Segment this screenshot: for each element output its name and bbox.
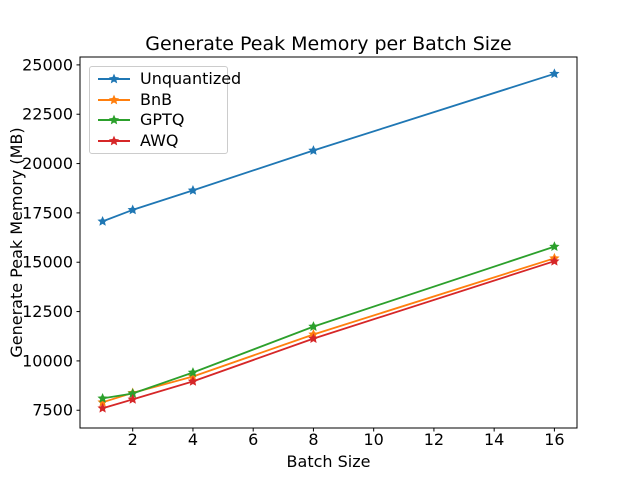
data-point-marker-bnb xyxy=(187,371,199,381)
star-marker-icon xyxy=(108,73,120,84)
y-tick-label: 10000 xyxy=(22,351,73,370)
data-point-marker-unquantized xyxy=(187,185,199,195)
legend-line-sample xyxy=(98,135,130,146)
y-tick-label: 7500 xyxy=(32,401,73,420)
y-tick-label: 20000 xyxy=(22,154,73,173)
legend-item-gptq: GPTQ xyxy=(90,110,227,131)
x-tick-label: 14 xyxy=(484,430,504,449)
y-axis-label: Generate Peak Memory (MB) xyxy=(7,127,26,357)
legend-item-label: GPTQ xyxy=(140,110,185,130)
y-tick-label: 15000 xyxy=(22,253,73,272)
series-line-awq xyxy=(102,260,555,410)
data-point-marker-gptq xyxy=(549,241,560,252)
data-point-marker-gptq xyxy=(127,388,138,398)
legend-item-label: AWQ xyxy=(140,130,179,150)
star-marker-icon xyxy=(108,114,120,125)
y-tick-label: 17500 xyxy=(22,203,73,222)
data-point-marker-unquantized xyxy=(549,68,560,79)
data-point-marker-awq xyxy=(127,393,138,404)
data-point-marker-awq xyxy=(549,255,560,266)
x-tick-label: 16 xyxy=(544,430,564,449)
legend-line-sample xyxy=(98,114,130,125)
data-point-marker-awq xyxy=(97,402,108,413)
data-point-marker-unquantized xyxy=(97,215,108,226)
legend-item-bnb: BnB xyxy=(90,90,227,111)
legend-item-unquantized: Unquantized xyxy=(90,69,241,90)
x-tick-label: 6 xyxy=(248,430,258,449)
legend-item-label: BnB xyxy=(140,89,173,109)
data-point-marker-unquantized xyxy=(127,204,138,215)
data-point-marker-awq xyxy=(308,333,319,343)
data-point-marker-awq xyxy=(187,376,199,386)
legend-line-sample xyxy=(98,73,130,84)
series-line-gptq xyxy=(102,245,555,400)
chart-title: Generate Peak Memory per Batch Size xyxy=(145,33,512,55)
x-tick-label: 4 xyxy=(188,430,198,449)
data-point-marker-bnb xyxy=(97,396,108,407)
plot-border xyxy=(79,56,578,429)
legend-line-sample xyxy=(98,94,130,105)
y-tick-label: 22500 xyxy=(22,105,73,124)
y-tick-label: 12500 xyxy=(22,302,73,321)
plot-area: 2 4 6 8 10 12 14 16 7500 10000 12500 15000 17500 2000… xyxy=(22,55,578,449)
star-marker-icon xyxy=(108,94,120,105)
x-axis-label: Batch Size xyxy=(287,452,371,471)
star-marker-icon xyxy=(108,135,120,146)
x-tick-label: 2 xyxy=(128,430,138,449)
data-point-marker-gptq xyxy=(97,393,108,403)
legend: Unquantized BnB GPTQ AWQ xyxy=(89,66,241,154)
data-point-marker-gptq xyxy=(187,367,199,377)
y-tick-label: 25000 xyxy=(22,55,73,74)
x-tick-label: 10 xyxy=(364,430,384,449)
legend-item-label: Unquantized xyxy=(140,69,242,89)
legend-item-awq: AWQ xyxy=(90,131,227,152)
x-tick-label: 12 xyxy=(424,430,444,449)
data-point-marker-unquantized xyxy=(308,145,319,155)
x-tick-label: 8 xyxy=(308,430,318,449)
data-point-marker-gptq xyxy=(308,321,319,331)
